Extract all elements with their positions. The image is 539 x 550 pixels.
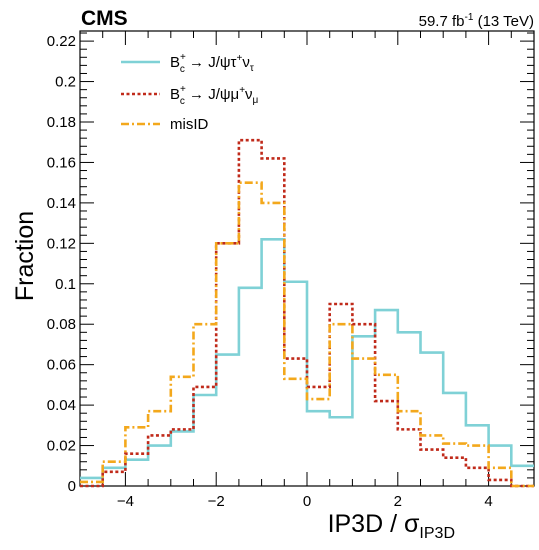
luminosity-label: 59.7 fb-1 (13 TeV)	[419, 12, 534, 30]
y-tick-label: 0.1	[55, 276, 76, 293]
plot-area: 0 0.02 0.04 0.06 0.08 0.1 0.12 0.14 0.16 0.18 0.2 0…	[47, 30, 535, 510]
legend-label-misID: misID	[170, 116, 208, 133]
y-tick-label: 0.08	[47, 316, 76, 333]
series-line-misID	[80, 181, 534, 488]
y-tick-label: 0	[68, 478, 76, 495]
y-tick-label: 0.22	[47, 33, 76, 50]
y-tick-label: 0.04	[47, 397, 76, 414]
legend-label-tau: B+ c → J/ψτ+ντ	[170, 52, 254, 75]
y-tick-label: 0.06	[47, 357, 76, 374]
y-tick-label: 0.12	[47, 235, 76, 252]
series-line-tau	[80, 237, 534, 480]
x-tick-label: 2	[394, 493, 402, 510]
y-tick-label: 0.02	[47, 438, 76, 455]
x-axis-title: IP3D / σIP3D	[328, 510, 455, 542]
y-tick-label: 0.16	[47, 154, 76, 171]
legend-label-mu: B+ c → J/ψμ+νμ	[170, 84, 259, 107]
y-tick-label: 0.18	[47, 114, 76, 131]
y-axis-title: Fraction	[11, 211, 39, 301]
x-tick-label: −2	[208, 493, 225, 510]
legend: B+ c → J/ψτ+ντ B+ c → J/ψμ+νμ misID	[121, 52, 259, 133]
y-tick-label: 0.14	[47, 195, 76, 212]
y-tick-label: 0.2	[55, 74, 76, 91]
experiment-label: CMS	[81, 7, 128, 30]
x-tick-label: 4	[484, 493, 492, 510]
series-line-mu	[80, 138, 534, 488]
x-tick-label: 0	[303, 493, 311, 510]
x-tick-label: −4	[117, 493, 134, 510]
